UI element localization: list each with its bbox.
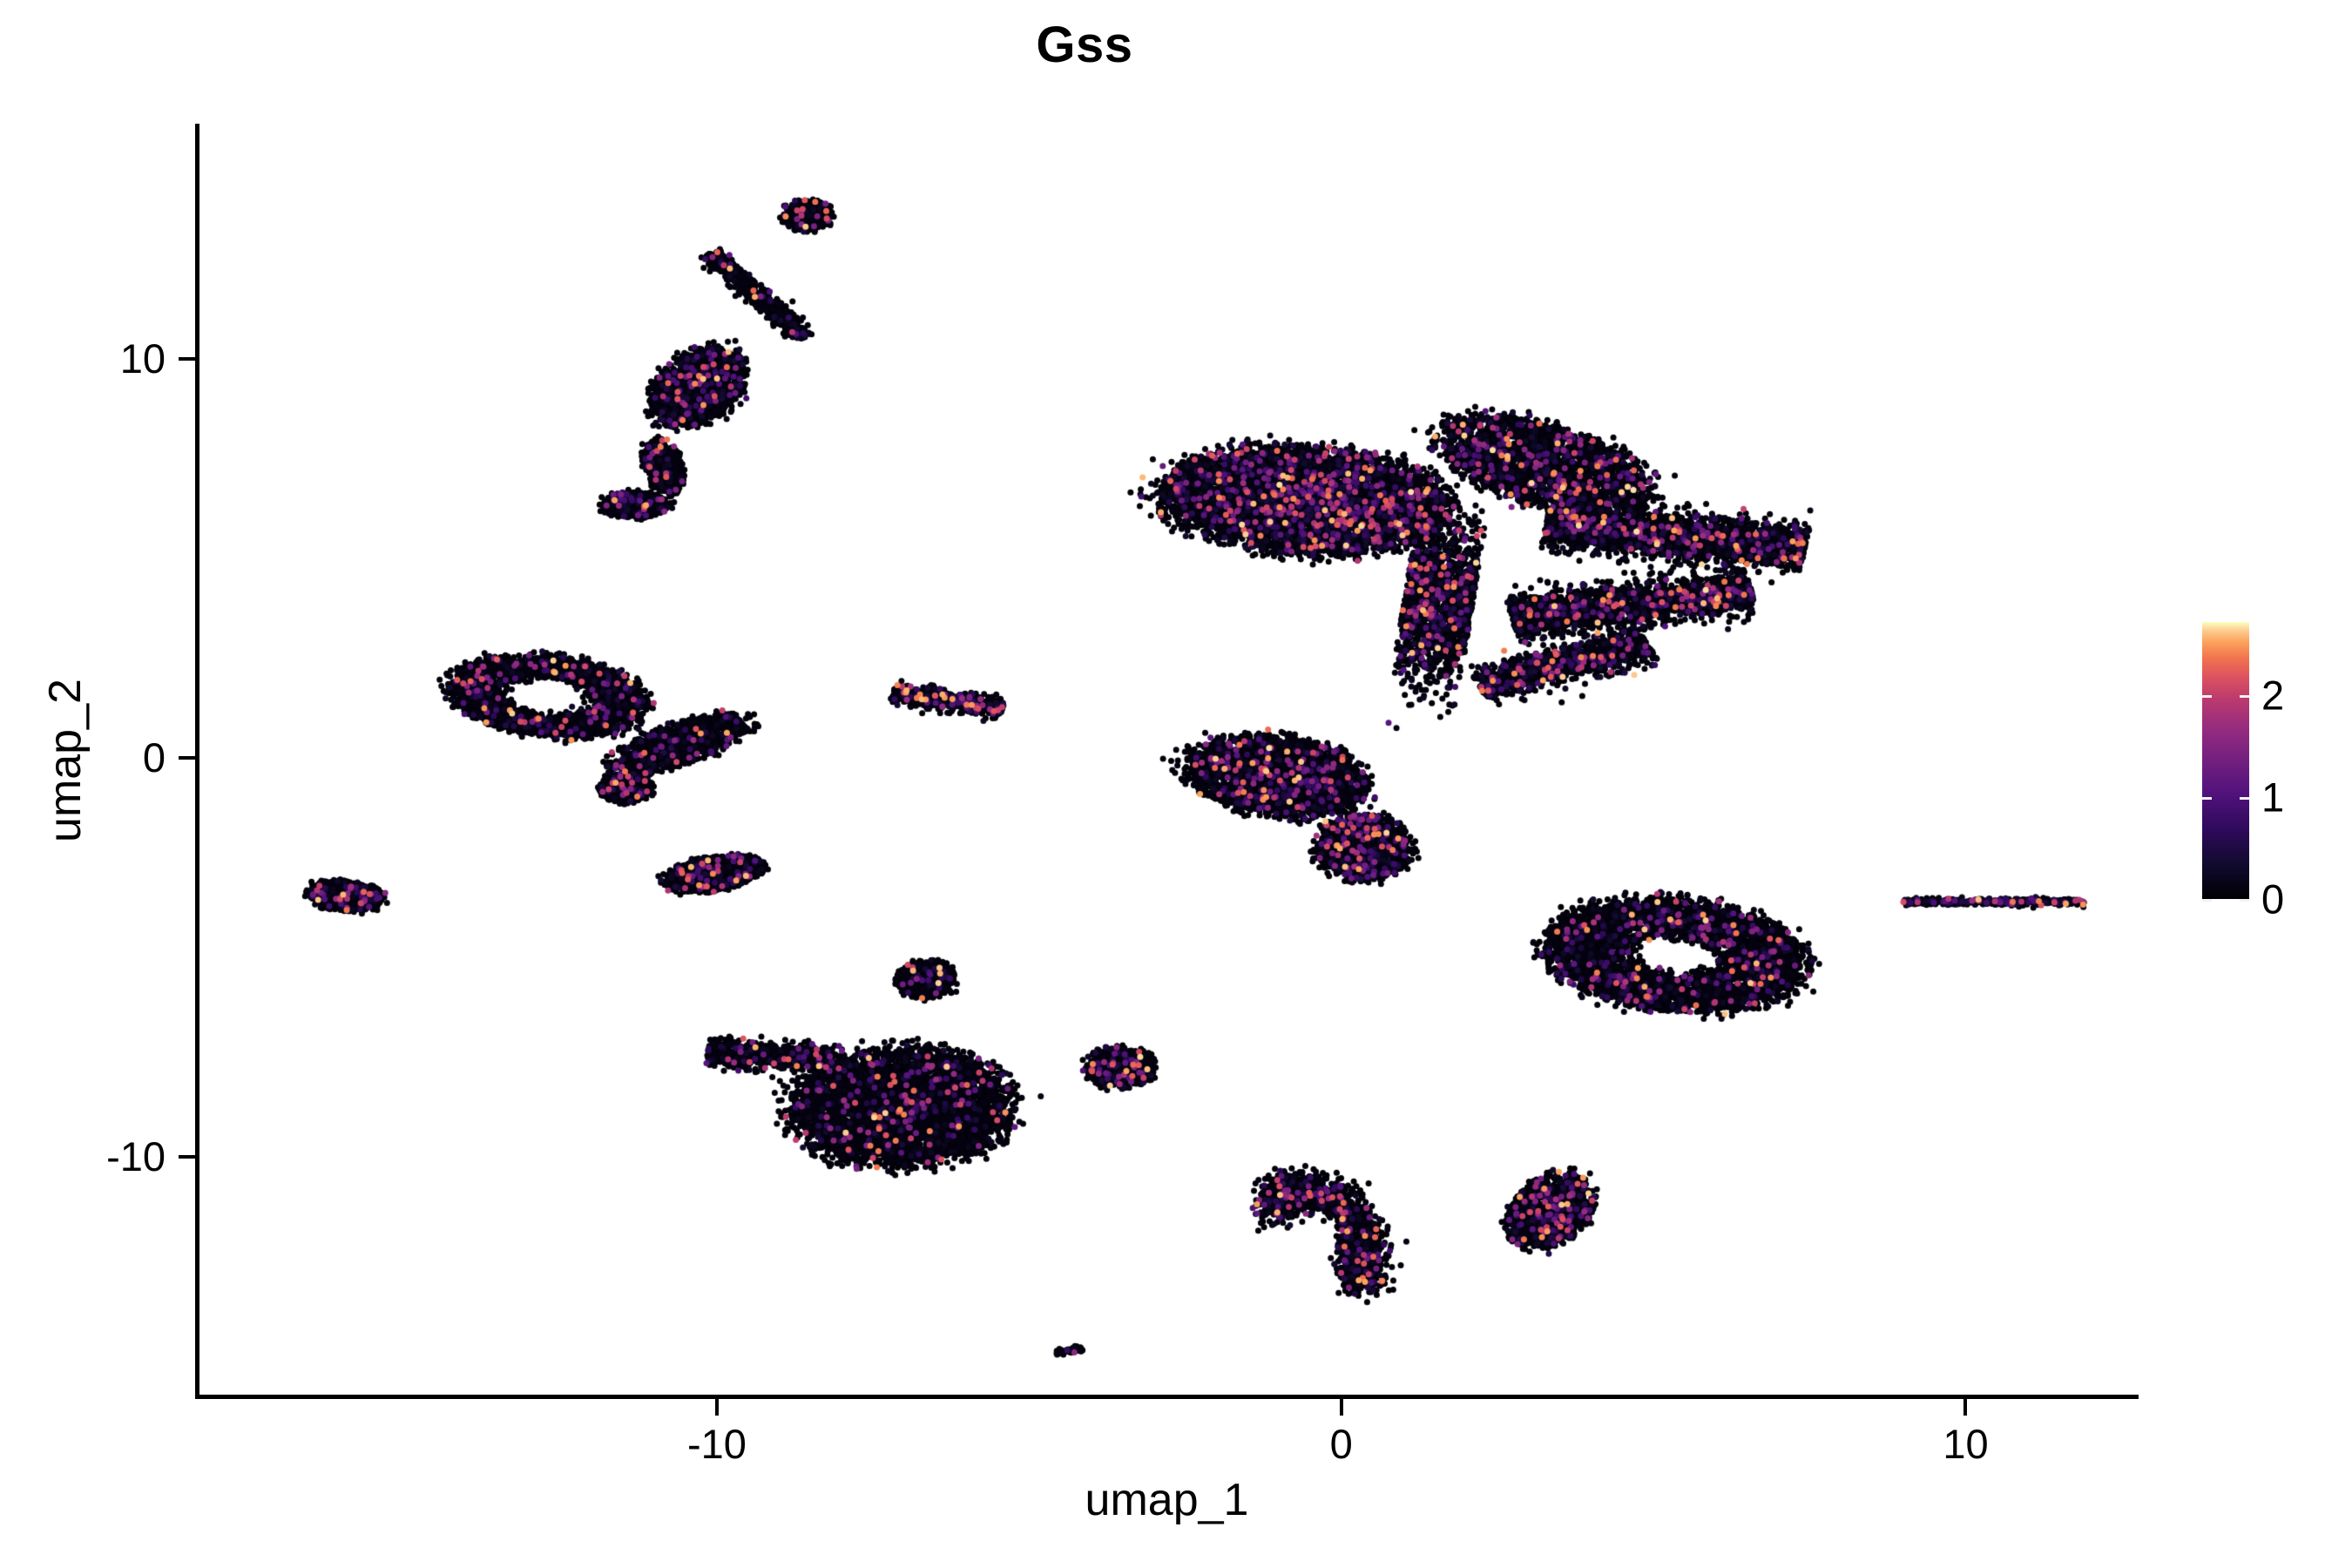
colorbar-legend: 0 1 2 [2193,610,2342,923]
x-tick-mark [1339,1399,1343,1416]
page-title: Gss [1036,17,1133,73]
y-tick-label: -10 [106,1133,166,1180]
x-tick-mark [1963,1399,1968,1416]
colorbar-tick-label: 1 [2261,774,2285,821]
y-axis-title: umap_2 [40,678,91,842]
y-tick-mark [179,1155,195,1159]
y-tick-label: 10 [119,335,166,382]
colorbar-tick-mark [2240,695,2249,699]
scatter-plot-canvas [199,124,2134,1396]
colorbar-tick-label: 0 [2261,875,2285,923]
colorbar-tick-mark [2202,797,2212,801]
y-tick-mark [179,756,195,760]
colorbar-tick-mark [2202,695,2212,699]
colorbar-gradient [2202,622,2249,899]
plot-panel [199,124,2134,1396]
colorbar-tick-mark [2202,899,2212,902]
y-tick-label: 0 [142,734,166,781]
y-axis-line [195,124,199,1399]
colorbar-tick-mark [2240,797,2249,801]
x-axis-title: umap_1 [1085,1475,1249,1525]
x-tick-label: 10 [1943,1421,1989,1467]
x-tick-mark [714,1399,719,1416]
colorbar-tick-mark [2240,899,2249,902]
x-axis-line [195,1395,2139,1399]
y-tick-mark [179,357,195,362]
x-tick-label: -10 [686,1421,747,1467]
x-tick-label: 0 [1329,1421,1353,1467]
colorbar-tick-label: 2 [2261,672,2285,719]
